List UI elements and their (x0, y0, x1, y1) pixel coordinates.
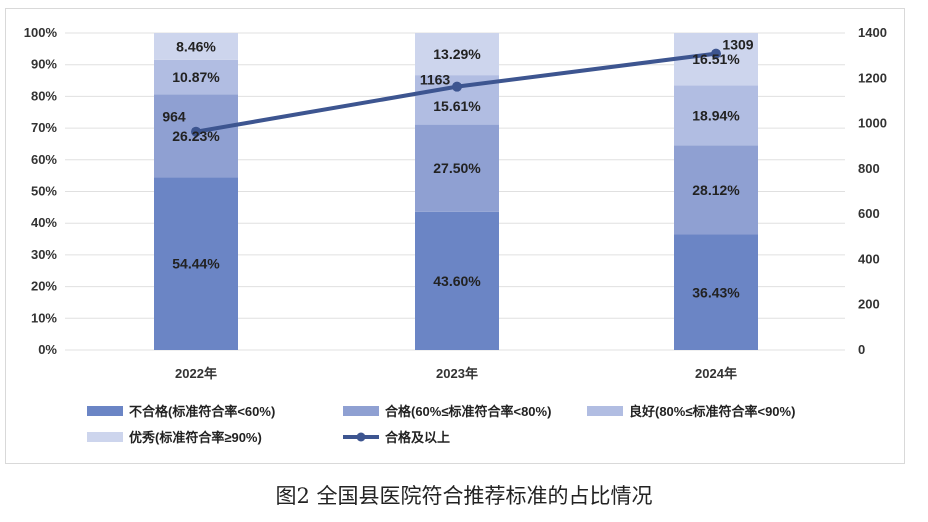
y-left-tick-label: 20% (31, 279, 57, 294)
y-left-tick-label: 100% (24, 25, 58, 40)
bar-segment (154, 177, 238, 350)
bar-data-label: 15.61% (433, 98, 481, 114)
bar-segment (154, 59, 238, 95)
y-right-tick-label: 400 (858, 251, 880, 266)
x-tick-label: 2022年 (175, 366, 217, 381)
bar-data-label: 26.23% (172, 128, 220, 144)
y-left-tick-label: 70% (31, 120, 57, 135)
bar-data-label: 43.60% (433, 273, 481, 289)
y-left-tick-label: 30% (31, 247, 57, 262)
line-point (711, 48, 721, 59)
x-tick-label: 2024年 (695, 366, 737, 381)
bar-data-label: 27.50% (433, 160, 481, 176)
line-data-label: 964 (162, 109, 186, 125)
legend-label: 合格(60%≤标准符合率<80%) (385, 404, 551, 419)
legend-label: 优秀(标准符合率≥90%) (129, 430, 262, 445)
figure-caption: 图2 全国县医院符合推荐标准的占比情况 (275, 484, 653, 508)
y-left-tick-label: 80% (31, 88, 57, 103)
bar-data-label: 28.12% (692, 182, 740, 198)
y-left-tick-label: 50% (31, 184, 57, 199)
bar-data-label: 8.46% (176, 38, 216, 54)
y-right-tick-label: 600 (858, 206, 880, 221)
legend-label: 良好(80%≤标准符合率<90%) (629, 404, 795, 419)
bar-data-label: 13.29% (433, 46, 481, 62)
y-right-tick-label: 1200 (858, 70, 887, 85)
line-data-label: 1309 (722, 37, 753, 53)
bar-data-label: 10.87% (172, 69, 220, 85)
bar-segment (415, 211, 499, 350)
bar-data-label: 54.44% (172, 256, 220, 272)
y-left-tick-label: 60% (31, 152, 57, 167)
bar-segment (674, 85, 758, 146)
bar-data-label: 36.43% (692, 284, 740, 300)
legend-swatch (87, 406, 123, 416)
line-point (191, 126, 201, 137)
x-tick-label: 2023年 (436, 366, 478, 381)
y-left-tick-label: 10% (31, 310, 57, 325)
bar-segment (154, 33, 238, 60)
bar-data-label: 16.51% (692, 51, 740, 67)
y-right-tick-label: 800 (858, 161, 880, 176)
y-left-tick-label: 40% (31, 215, 57, 230)
line-point (452, 81, 462, 92)
legend-swatch (587, 406, 623, 416)
legend-swatch (343, 406, 379, 416)
y-right-tick-label: 1000 (858, 116, 887, 131)
legend-line-marker (356, 432, 366, 442)
legend-swatch (87, 432, 123, 442)
bar-segment (415, 124, 499, 212)
line-data-label: 1163 (420, 72, 451, 88)
y-left-tick-label: 0% (38, 342, 57, 357)
legend-label: 不合格(标准符合率<60%) (129, 404, 275, 419)
y-right-tick-label: 1400 (858, 25, 887, 40)
chart-frame (5, 8, 905, 464)
bar-segment (415, 33, 499, 76)
legend-label: 合格及以上 (385, 430, 450, 445)
bar-segment (674, 234, 758, 350)
y-left-tick-label: 90% (31, 57, 57, 72)
y-right-tick-label: 200 (858, 297, 880, 312)
bar-data-label: 18.94% (692, 107, 740, 123)
bar-segment (674, 145, 758, 235)
y-right-tick-label: 0 (858, 342, 865, 357)
